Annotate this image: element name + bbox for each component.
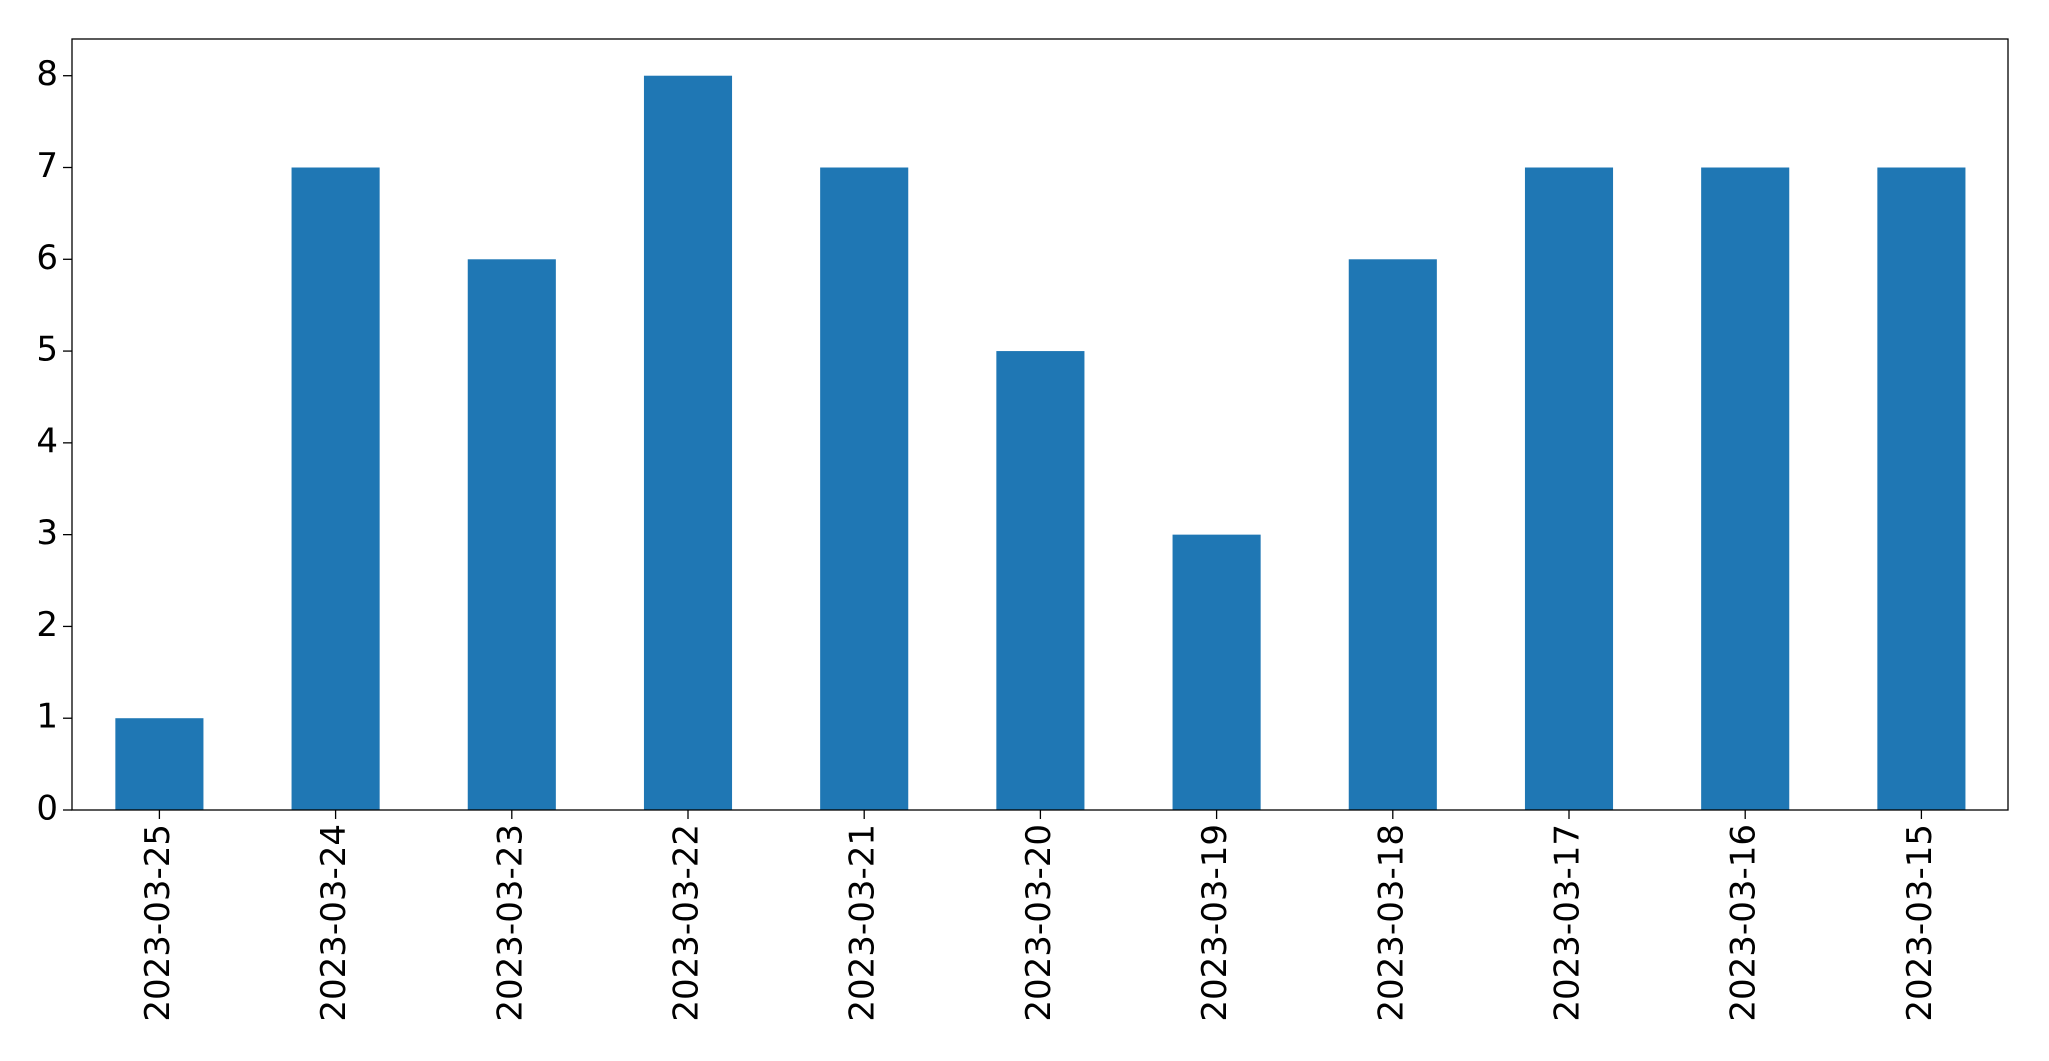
x-tick-label: 2023-03-16: [1724, 824, 1764, 1022]
bar: [643, 75, 733, 810]
y-tick-label: 4: [36, 421, 58, 461]
plot-frame: [71, 38, 2009, 811]
y-tick-label: 7: [36, 146, 58, 186]
y-tick-label: 1: [36, 697, 58, 737]
bar: [1524, 167, 1614, 810]
y-tick-label: 2: [36, 605, 58, 645]
bar: [1172, 534, 1261, 810]
x-tick-label: 2023-03-15: [1900, 824, 1940, 1022]
bar: [996, 351, 1085, 810]
y-tick-label: 0: [36, 789, 58, 829]
x-tick-label: 2023-03-21: [843, 824, 883, 1022]
x-tick-label: 2023-03-18: [1371, 824, 1411, 1022]
y-tick-label: 5: [36, 330, 58, 370]
bar: [1701, 167, 1790, 810]
bar: [115, 718, 204, 810]
x-tick-label: 2023-03-19: [1195, 824, 1235, 1022]
y-tick-label: 8: [36, 54, 58, 94]
bar: [467, 259, 556, 810]
y-tick-label: 6: [36, 238, 58, 278]
x-tick-label: 2023-03-20: [1019, 824, 1059, 1022]
bar: [291, 167, 380, 810]
x-tick-label: 2023-03-23: [490, 824, 530, 1022]
bar: [1877, 167, 1966, 810]
y-tick-label: 3: [36, 513, 58, 553]
x-tick-label: 2023-03-24: [314, 824, 354, 1022]
x-tick-label: 2023-03-22: [667, 824, 707, 1022]
bar: [1348, 259, 1437, 810]
bar: [820, 167, 909, 810]
x-tick-label: 2023-03-17: [1548, 824, 1588, 1022]
x-tick-label: 2023-03-25: [138, 824, 178, 1022]
